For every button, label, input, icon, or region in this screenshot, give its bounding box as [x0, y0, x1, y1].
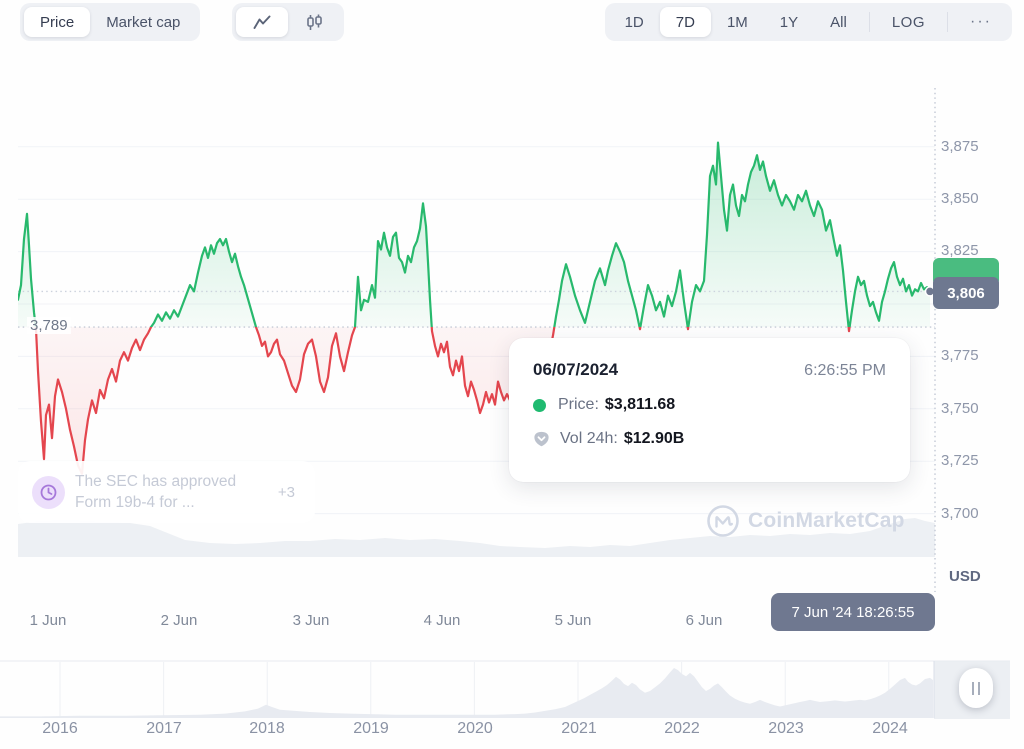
tooltip-price-label: Price:	[558, 396, 599, 413]
line-chart-icon	[253, 15, 271, 29]
y-tick-3700: 3,700	[941, 505, 979, 522]
nav-year-2016: 2016	[42, 720, 78, 737]
y-tick-3875: 3,875	[941, 138, 979, 155]
metric-option-market-cap[interactable]: Market cap	[106, 13, 181, 31]
nav-year-2023: 2023	[768, 720, 804, 737]
tooltip-date: 06/07/2024	[533, 360, 619, 379]
cursor-price-pill: 3,806	[933, 277, 999, 309]
metric-toggle-group: Price Market cap	[20, 3, 201, 41]
x-tick-3-jun: 3 Jun	[292, 612, 330, 629]
x-tick-6-jun: 6 Jun	[685, 612, 723, 629]
nav-year-2022: 2022	[664, 720, 700, 737]
news-annotation-card[interactable]: The SEC has approved Form 19b-4 for ... …	[18, 461, 315, 523]
handle-bar	[972, 681, 974, 695]
nav-year-2019: 2019	[353, 720, 389, 737]
nav-year-2020: 2020	[457, 720, 493, 737]
y-tick-3825: 3,825	[941, 242, 979, 259]
nav-year-2018: 2018	[249, 720, 285, 737]
range-button-all[interactable]: All	[830, 13, 847, 31]
more-options-button[interactable]: ···	[970, 13, 992, 30]
candlestick-chart-type-button[interactable]	[288, 7, 340, 37]
tooltip-vol-label: Vol 24h:	[560, 430, 618, 447]
log-scale-button[interactable]: LOG	[891, 13, 926, 31]
chart-tooltip: 06/07/2024 6:26:55 PM Price: $3,811.68 V…	[509, 338, 910, 482]
metric-option-price[interactable]: Price	[24, 7, 91, 37]
x-tick-1-jun: 1 Jun	[29, 612, 67, 629]
range-button-1y[interactable]: 1Y	[779, 13, 799, 31]
tooltip-price-value: $3,811.68	[604, 396, 676, 413]
news-clock-icon	[32, 475, 65, 509]
y-tick-3725: 3,725	[941, 452, 979, 469]
news-more-count: +3	[277, 483, 295, 501]
tooltip-time: 6:26:55 PM	[804, 362, 886, 379]
tooltip-vol-value: $12.90B	[623, 430, 685, 447]
range-button-7d[interactable]: 7D	[659, 7, 711, 37]
toolbar-divider	[947, 12, 949, 32]
range-selector-group: 1D 7D 1M 1Y All LOG ···	[604, 3, 1012, 41]
news-text-line2: Form 19b-4 for ...	[75, 494, 195, 511]
volume-icon	[534, 431, 549, 447]
line-chart-type-button[interactable]	[236, 7, 288, 37]
y-tick-3775: 3,775	[941, 347, 979, 364]
cursor-timestamp-badge: 7 Jun '24 18:26:55	[771, 593, 935, 631]
nav-year-2017: 2017	[146, 720, 182, 737]
x-tick-4-jun: 4 Jun	[423, 612, 461, 629]
y-tick-3850: 3,850	[941, 190, 979, 207]
toolbar-divider	[868, 12, 870, 32]
coinmarketcap-logo-icon	[707, 505, 739, 537]
nav-year-2024: 2024	[872, 720, 908, 737]
chart-type-toggle-group	[232, 3, 344, 41]
watermark-label: CoinMarketCap	[748, 509, 905, 532]
range-button-1d[interactable]: 1D	[624, 13, 644, 31]
range-button-1m[interactable]: 1M	[726, 13, 748, 31]
price-series-dot-icon	[533, 398, 546, 412]
news-text-line1: The SEC has approved	[75, 473, 237, 490]
candlestick-chart-icon	[306, 14, 322, 30]
x-tick-5-jun: 5 Jun	[554, 612, 592, 629]
baseline-price-label: 3,789	[27, 317, 71, 334]
coinmarketcap-watermark: CoinMarketCap	[706, 504, 905, 538]
y-axis-unit-label: USD	[949, 568, 981, 585]
nav-year-2021: 2021	[561, 720, 597, 737]
x-tick-2-jun: 2 Jun	[160, 612, 198, 629]
y-tick-3750: 3,750	[941, 400, 979, 417]
navigator-drag-handle[interactable]	[959, 668, 993, 708]
handle-bar	[978, 681, 980, 695]
